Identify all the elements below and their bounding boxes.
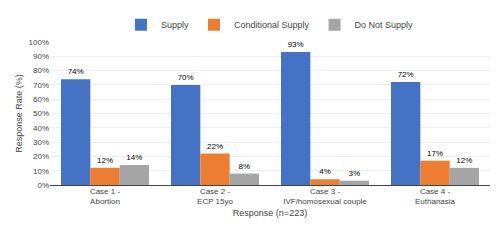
svg-text:70%: 70% [178,73,194,82]
svg-text:30%: 30% [33,138,49,147]
svg-text:20%: 20% [33,152,49,161]
svg-text:Case 1 -Abortion: Case 1 -Abortion [90,187,121,206]
svg-text:22%: 22% [207,142,223,151]
svg-text:12%: 12% [456,156,472,165]
svg-text:3%: 3% [349,169,361,178]
svg-text:14%: 14% [126,153,142,162]
svg-text:Supply: Supply [161,20,189,30]
svg-text:4%: 4% [319,167,331,176]
svg-text:Case 2 -ECP 15yo: Case 2 -ECP 15yo [197,187,233,206]
svg-text:80%: 80% [33,66,49,75]
svg-text:Response (n=223): Response (n=223) [233,208,307,218]
svg-text:Response Rate (%): Response Rate (%) [14,74,24,153]
svg-text:10%: 10% [33,167,49,176]
svg-text:60%: 60% [33,95,49,104]
svg-text:40%: 40% [33,124,49,133]
svg-text:72%: 72% [398,70,414,79]
svg-text:17%: 17% [427,149,443,158]
svg-text:100%: 100% [29,38,49,47]
svg-text:93%: 93% [288,40,304,49]
svg-text:74%: 74% [68,67,84,76]
svg-text:Do Not Supply: Do Not Supply [355,20,414,30]
svg-text:50%: 50% [33,109,49,118]
svg-text:90%: 90% [33,52,49,61]
svg-text:Conditional Supply: Conditional Supply [234,20,310,30]
svg-text:8%: 8% [239,162,251,171]
svg-text:Case 3 -IVF/homosexual couple: Case 3 -IVF/homosexual couple [283,187,367,206]
svg-text:70%: 70% [33,81,49,90]
svg-text:12%: 12% [97,156,113,165]
svg-text:Case 4 -Euthanasia: Case 4 -Euthanasia [415,187,456,206]
svg-text:0%: 0% [37,181,49,190]
